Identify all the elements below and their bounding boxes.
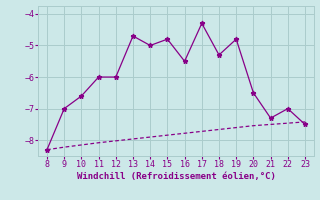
- X-axis label: Windchill (Refroidissement éolien,°C): Windchill (Refroidissement éolien,°C): [76, 172, 276, 181]
